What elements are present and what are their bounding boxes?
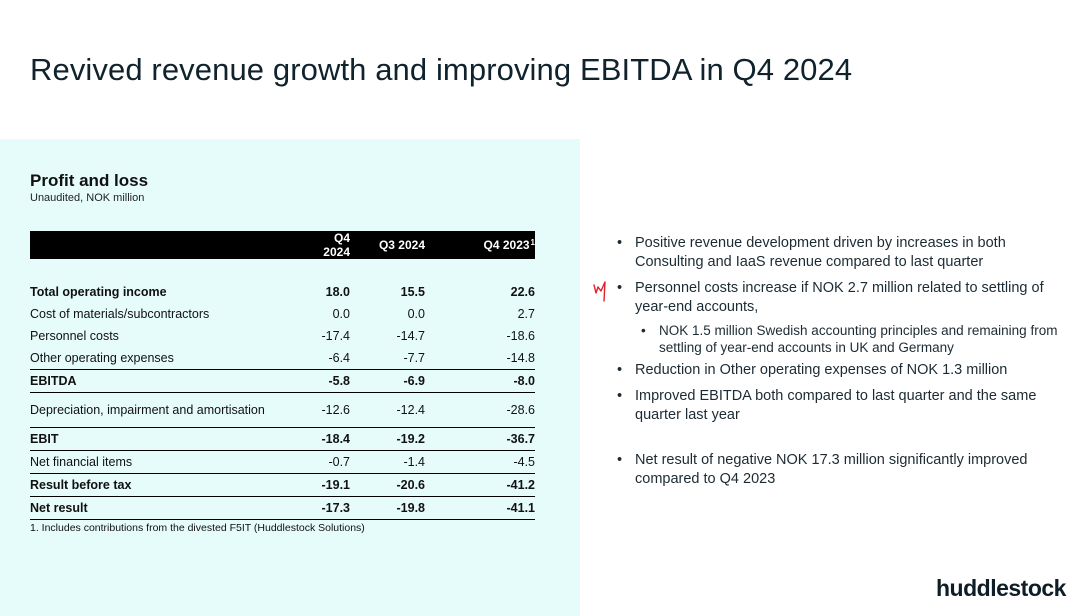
bullet-text: Personnel costs increase if NOK 2.7 mill… — [635, 280, 1044, 315]
cell-q3-2024: 0.0 — [407, 307, 425, 321]
row-label: EBITDA — [30, 369, 315, 393]
cell-q3-2024: -1.4 — [350, 450, 425, 474]
cell-q4-2024: -19.1 — [315, 473, 350, 497]
bullet-item: Reduction in Other operating expenses of… — [616, 361, 1066, 380]
table-header-row: Q4 2024 Q3 2024 Q4 20231 — [30, 231, 535, 259]
profit-loss-table: Q4 2024 Q3 2024 Q4 20231 Total operating… — [30, 231, 535, 520]
table-row: EBITDA -5.8 -6.9 -8.0 — [30, 369, 535, 393]
cell-q3-2024: -6.9 — [350, 369, 425, 393]
table-row: Cost of materials/subcontractors 0.0 0.0… — [30, 303, 535, 325]
cell-q4-2023: -41.2 — [425, 473, 535, 497]
cell-q3-2024: -20.6 — [350, 473, 425, 497]
row-label: Net result — [30, 496, 315, 520]
cell-q4-2024: 18.0 — [325, 285, 350, 299]
header-q4-2024: Q4 2024 — [315, 231, 350, 259]
slide-title: Revived revenue growth and improving EBI… — [30, 52, 853, 87]
cell-q4-2024: -18.4 — [315, 427, 350, 451]
cell-q3-2024: -14.7 — [396, 329, 426, 343]
row-label: Net financial items — [30, 450, 315, 474]
table-row: Depreciation, impairment and amortisatio… — [30, 392, 535, 428]
cell-q4-2024: -6.4 — [315, 347, 350, 370]
row-label: EBIT — [30, 427, 315, 451]
row-label: Other operating expenses — [30, 347, 315, 370]
cell-q4-2023: -8.0 — [425, 369, 535, 393]
table-row: Result before tax -19.1 -20.6 -41.2 — [30, 473, 535, 497]
bullet-item: Improved EBITDA both compared to last qu… — [616, 387, 1066, 425]
cell-q4-2024: -17.4 — [321, 329, 351, 343]
cell-q4-2024: 0.0 — [332, 307, 350, 321]
bullet-item: Personnel costs increase if NOK 2.7 mill… — [616, 279, 1066, 356]
header-q4-2023: Q4 20231 — [425, 231, 535, 259]
cell-q4-2023: 2.7 — [517, 307, 535, 321]
sub-bullets: NOK 1.5 million Swedish accounting princ… — [641, 322, 1066, 356]
sub-bullet-item: NOK 1.5 million Swedish accounting princ… — [641, 322, 1066, 356]
row-label: Result before tax — [30, 473, 315, 497]
cell-q4-2023: 22.6 — [510, 285, 535, 299]
footnote-marker: 1 — [530, 238, 535, 247]
cell-q4-2023: -28.6 — [425, 392, 535, 428]
cell-q3-2024: -19.8 — [350, 496, 425, 520]
cell-q4-2023: -41.1 — [425, 496, 535, 520]
table-row: Other operating expenses -6.4 -7.7 -14.8 — [30, 347, 535, 370]
commentary-bullets: Positive revenue development driven by i… — [616, 234, 1066, 496]
table-footnote: 1. Includes contributions from the dives… — [30, 522, 365, 534]
cell-q3-2024: 15.5 — [400, 285, 425, 299]
cell-q4-2024: -5.8 — [315, 369, 350, 393]
table-row: Total operating income 18.0 15.5 22.6 — [30, 281, 535, 303]
table-row: Net result -17.3 -19.8 -41.1 — [30, 496, 535, 520]
header-q3-2024: Q3 2024 — [350, 231, 425, 259]
table-spacer-row — [30, 259, 535, 281]
cell-q4-2024: -17.3 — [315, 496, 350, 520]
row-label: Cost of materials/subcontractors — [30, 307, 210, 321]
row-label: Depreciation, impairment and amortisatio… — [30, 392, 315, 428]
cell-q4-2023: -14.8 — [425, 347, 535, 370]
cell-q4-2023: -4.5 — [425, 450, 535, 474]
cell-q3-2024: -7.7 — [350, 347, 425, 370]
table-row: Net financial items -0.7 -1.4 -4.5 — [30, 450, 535, 474]
row-label: Personnel costs — [30, 329, 119, 343]
cell-q3-2024: -19.2 — [350, 427, 425, 451]
cell-q4-2023: -18.6 — [506, 329, 536, 343]
header-q4-2023-label: Q4 2023 — [483, 238, 530, 252]
pen-check-mark — [593, 281, 606, 302]
cell-q4-2023: -36.7 — [425, 427, 535, 451]
profit-loss-title: Profit and loss — [30, 171, 149, 190]
bullet-item: Positive revenue development driven by i… — [616, 234, 1066, 272]
cell-q3-2024: -12.4 — [350, 392, 425, 428]
profit-loss-subtitle: Unaudited, NOK million — [30, 192, 145, 204]
header-label-cell — [30, 231, 315, 259]
table-row: EBIT -18.4 -19.2 -36.7 — [30, 427, 535, 451]
cell-q4-2024: -0.7 — [315, 450, 350, 474]
huddlestock-logo: huddlestock — [936, 575, 1066, 601]
table-row: Personnel costs -17.4 -14.7 -18.6 — [30, 325, 535, 347]
row-label: Total operating income — [30, 285, 167, 299]
bullet-item: Net result of negative NOK 17.3 million … — [616, 451, 1066, 489]
cell-q4-2024: -12.6 — [315, 392, 350, 428]
